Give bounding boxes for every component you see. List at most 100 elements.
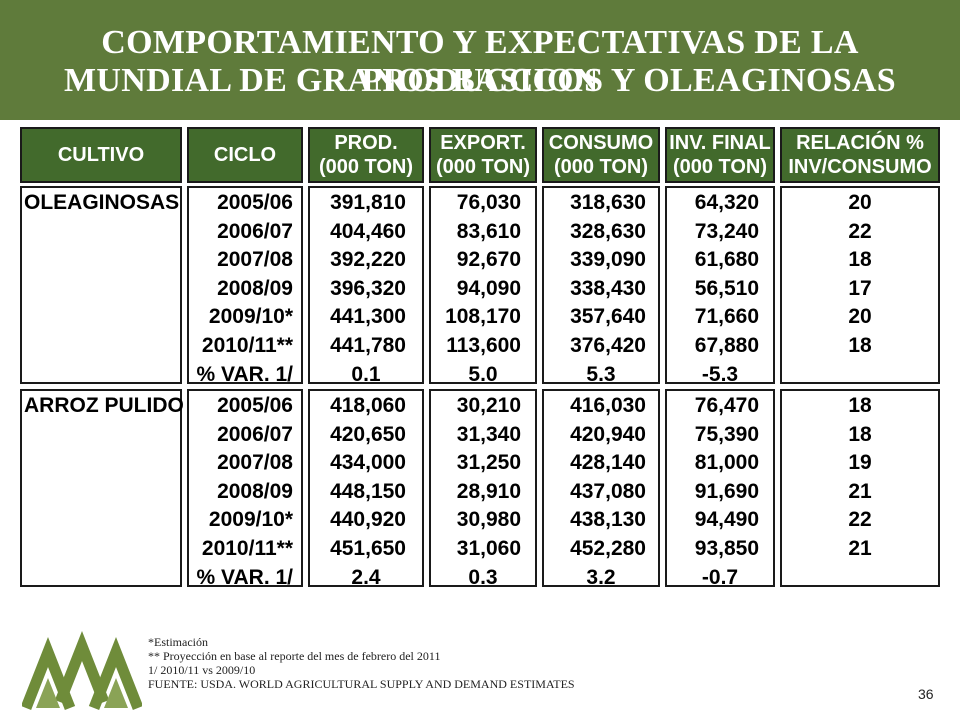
cell-ciclo: % VAR. 1/: [196, 565, 293, 589]
cell-relacion: 18: [848, 394, 872, 417]
cell-consumo: 5.3: [586, 362, 616, 386]
cell-inv-final: -5.3: [701, 362, 739, 386]
cell-relacion: 22: [848, 219, 872, 243]
group-2-col-inv-final: [665, 389, 775, 587]
cell-ciclo: 2005/06: [217, 191, 293, 214]
cell-relacion: 18: [848, 334, 872, 357]
cell-relacion: 22: [848, 508, 872, 532]
cell-inv-final: 61,680: [694, 248, 759, 272]
cell-relacion: 20: [848, 305, 872, 329]
cell-inv-final: 64,320: [694, 191, 759, 214]
cell-prod: 451,650: [330, 537, 406, 560]
cell-prod: 392,220: [330, 248, 406, 272]
group-1-col-export: [429, 186, 537, 384]
cell-prod: 418,060: [330, 394, 406, 417]
group-2-col-cultivo: [20, 389, 182, 587]
cell-prod: 441,300: [330, 305, 406, 329]
cell-export: 0.3: [468, 565, 498, 589]
cell-consumo: 428,140: [570, 451, 646, 475]
cell-inv-final: 93,850: [694, 537, 759, 560]
header-inv-final-line1: INV. FINAL: [669, 132, 771, 154]
cell-ciclo: 2006/07: [217, 219, 293, 243]
cell-consumo: 376,420: [570, 334, 646, 357]
header-prod-line2: (000 TON): [318, 156, 414, 178]
header-consumo-line1: CONSUMO: [548, 132, 654, 154]
cell-prod: 434,000: [330, 451, 406, 475]
group-2-col-export: [429, 389, 537, 587]
footnotes: *Estimación ** Proyección en base al rep…: [148, 635, 575, 691]
cell-inv-final: 81,000: [694, 451, 759, 475]
cell-consumo: 339,090: [570, 248, 646, 272]
cell-export: 108,170: [445, 305, 521, 329]
cell-ciclo: 2008/09: [217, 276, 293, 300]
cell-prod: 440,920: [330, 508, 406, 532]
cell-export: 5.0: [468, 362, 498, 386]
cell-ciclo: 2005/06: [217, 394, 293, 417]
cell-ciclo: 2007/08: [217, 451, 293, 475]
header-consumo-line2: (000 TON): [553, 156, 649, 178]
cell-inv-final: 56,510: [694, 276, 759, 300]
footnote-var: 1/ 2010/11 vs 2009/10: [148, 663, 256, 677]
cell-consumo: 438,130: [570, 508, 646, 532]
page-number: 36: [918, 686, 934, 702]
cell-export: 76,030: [456, 191, 521, 214]
header-cultivo: CULTIVO: [20, 127, 182, 183]
cell-prod: 420,650: [330, 422, 406, 446]
group-1-col-relacion: [780, 186, 940, 384]
cell-export: 30,210: [456, 394, 521, 417]
cell-ciclo: 2010/11**: [201, 537, 293, 560]
cell-export: 30,980: [456, 508, 521, 532]
cell-export: 92,670: [456, 248, 521, 272]
cell-inv-final: 67,880: [694, 334, 759, 357]
cell-consumo: 328,630: [570, 219, 646, 243]
cell-consumo: 437,080: [570, 479, 646, 503]
cell-consumo: 452,280: [570, 537, 646, 560]
cell-export: 113,600: [446, 334, 521, 357]
header-inv-final-line2: (000 TON): [672, 156, 768, 178]
group-2-col-ciclo: [187, 389, 303, 587]
header-ciclo: CICLO: [187, 127, 303, 183]
cell-relacion: 21: [848, 537, 872, 560]
cell-inv-final: 91,690: [694, 479, 759, 503]
footnote-proyeccion: ** Proyección en base al reporte del mes…: [148, 649, 441, 663]
cell-export: 94,090: [456, 276, 521, 300]
cell-inv-final: 94,490: [694, 508, 759, 532]
cell-relacion: 18: [848, 422, 872, 446]
group-1-col-prod: [308, 186, 424, 384]
cell-prod: 2.4: [351, 565, 381, 589]
cell-inv-final: -0.7: [701, 565, 739, 589]
header-relacion-line1: RELACIÓN %: [796, 132, 924, 154]
header-ciclo-line1: CICLO: [213, 144, 277, 166]
cell-prod: 391,810: [330, 191, 406, 214]
cell-consumo: 3.2: [586, 565, 616, 589]
cell-ciclo: 2006/07: [217, 422, 293, 446]
cell-consumo: 420,940: [570, 422, 646, 446]
header-prod-line1: PROD.: [334, 132, 398, 154]
header-export: EXPORT. (000 TON): [429, 127, 537, 183]
cell-relacion: 19: [848, 451, 872, 475]
cell-prod: 448,150: [330, 479, 406, 503]
cell-ciclo: 2008/09: [217, 479, 293, 503]
cell-export: 31,060: [456, 537, 521, 560]
cell-prod: 441,780: [330, 334, 406, 357]
header-relacion-line2: INV/CONSUMO: [788, 156, 932, 178]
header-consumo: CONSUMO (000 TON): [542, 127, 660, 183]
cell-export: 31,340: [456, 422, 521, 446]
group-2-col-consumo: [542, 389, 660, 587]
cell-prod: 396,320: [330, 276, 406, 300]
cell-ciclo: 2007/08: [217, 248, 293, 272]
cell-inv-final: 73,240: [694, 219, 759, 243]
mountains-logo-icon: [22, 630, 142, 711]
group-2-col-prod: [308, 389, 424, 587]
cell-ciclo: 2009/10*: [208, 305, 293, 329]
title-line-1: COMPORTAMIENTO Y EXPECTATIVAS DE LA PROD…: [101, 24, 859, 99]
cell-relacion: 17: [848, 276, 872, 300]
header-inv-final: INV. FINAL (000 TON): [665, 127, 775, 183]
cell-relacion: 21: [848, 479, 872, 503]
cell-consumo: 357,640: [570, 305, 646, 329]
title-line-2: MUNDIAL DE GRANOS BASICOS Y OLEAGINOSAS: [64, 62, 896, 99]
cell-consumo: 318,630: [570, 191, 646, 214]
cell-relacion: 18: [848, 248, 872, 272]
group-2-col-relacion: [780, 389, 940, 587]
header-export-line1: EXPORT.: [440, 132, 526, 154]
